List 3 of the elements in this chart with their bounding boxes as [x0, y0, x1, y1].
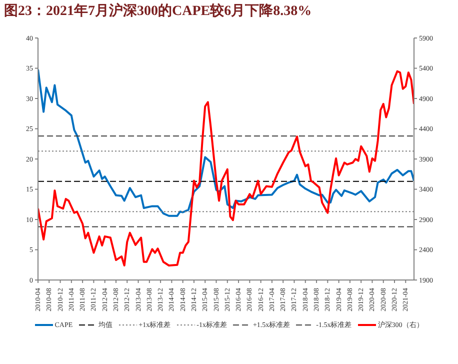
line-series [38, 70, 414, 266]
chart-title: 图23：2021年7月沪深300的CAPE较6月下降8.38% [4, 2, 312, 20]
line-series [38, 68, 414, 217]
